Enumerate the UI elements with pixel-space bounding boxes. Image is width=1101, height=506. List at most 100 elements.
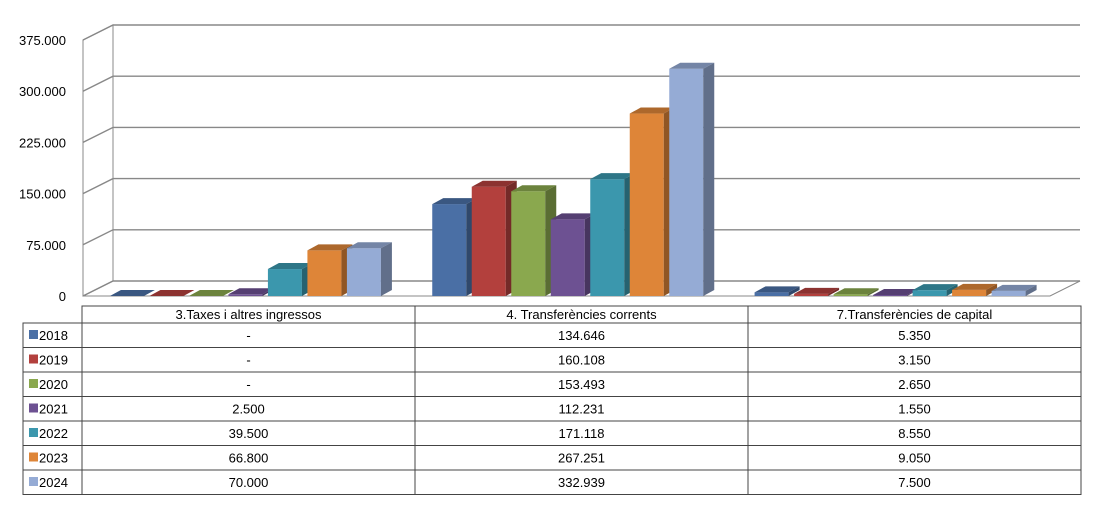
bar-front xyxy=(590,179,625,296)
data-label: 9.050 xyxy=(898,451,931,466)
bar-front xyxy=(873,294,908,296)
data-label: - xyxy=(246,353,250,368)
series-label: 2018 xyxy=(39,328,68,343)
bar xyxy=(432,198,478,296)
data-label: 134.646 xyxy=(558,328,605,343)
bar-front xyxy=(952,289,987,296)
bar-top xyxy=(228,288,274,295)
bar-side xyxy=(380,242,392,296)
bar-front xyxy=(912,290,947,296)
y-tick-label: 375.000 xyxy=(19,33,66,48)
bar-top xyxy=(952,283,998,290)
legend-key xyxy=(29,379,38,388)
series-label: 2019 xyxy=(39,353,68,368)
bar-front xyxy=(833,294,868,296)
data-label: 153.493 xyxy=(558,377,605,392)
bar-front xyxy=(754,292,789,296)
side-wall xyxy=(82,24,114,297)
bar xyxy=(590,173,636,296)
gridline xyxy=(82,126,1080,144)
data-label: 3.150 xyxy=(898,353,931,368)
legend-key xyxy=(29,477,38,486)
category-label: 7.Transferències de capital xyxy=(837,307,993,322)
bar-top xyxy=(754,286,800,293)
bar xyxy=(471,180,517,296)
bar xyxy=(629,107,675,297)
bar-side xyxy=(867,288,879,296)
data-label: 8.550 xyxy=(898,426,931,441)
data-label: 160.108 xyxy=(558,353,605,368)
bar-front xyxy=(629,113,664,297)
bar-front xyxy=(669,68,704,296)
data-label: 7.500 xyxy=(898,475,931,490)
gridline xyxy=(82,75,1080,92)
data-label: 39.500 xyxy=(229,426,269,441)
y-tick-label: 300.000 xyxy=(19,84,66,99)
bar xyxy=(267,263,313,296)
data-table: 3.Taxes i altres ingressos 4. Transferènc… xyxy=(22,305,1082,495)
series-label: 2022 xyxy=(39,426,68,441)
bar-front xyxy=(267,269,302,296)
bar-front xyxy=(432,204,467,296)
y-tick-label: 0 xyxy=(59,289,66,304)
data-label: 5.350 xyxy=(898,328,931,343)
bar-top xyxy=(873,288,919,295)
bar-top xyxy=(669,62,715,69)
legend-key xyxy=(29,403,38,413)
gridline xyxy=(82,177,1080,195)
bar xyxy=(550,213,596,296)
bar-top xyxy=(629,107,675,114)
legend-key xyxy=(29,330,38,339)
data-label: 2.500 xyxy=(232,402,265,417)
y-tick-label: 75.000 xyxy=(26,238,66,253)
bar-top xyxy=(307,244,353,251)
bar-top xyxy=(109,290,155,296)
gridlines xyxy=(82,24,1080,297)
y-axis: 0 75.000 150.000 225.000 300.000 375.000 xyxy=(19,33,66,304)
data-label: 332.939 xyxy=(558,475,605,490)
legend-key xyxy=(29,428,38,437)
data-label: 2.650 xyxy=(898,377,931,392)
series-label: 2023 xyxy=(39,451,68,466)
bar-top xyxy=(991,284,1037,291)
data-label: 1.550 xyxy=(898,402,931,417)
series-label: 2024 xyxy=(39,475,68,490)
bar-top xyxy=(590,173,636,180)
bar-front xyxy=(991,290,1026,296)
bar-front xyxy=(228,294,263,296)
bar-front xyxy=(471,186,506,296)
series-label: 2021 xyxy=(39,402,68,417)
bar-side xyxy=(788,286,800,296)
bar-top xyxy=(794,287,840,294)
bar xyxy=(149,290,195,296)
bar-top xyxy=(346,242,392,249)
legend-key xyxy=(29,452,38,462)
bar xyxy=(511,185,557,296)
category-label: 3.Taxes i altres ingressos xyxy=(176,307,322,322)
bar-side xyxy=(703,62,715,297)
data-label: - xyxy=(246,328,250,343)
bar-front xyxy=(307,250,342,296)
bar-side xyxy=(986,283,998,296)
data-label: 112.231 xyxy=(558,402,604,417)
bar-front xyxy=(550,219,585,296)
gridline xyxy=(82,280,1080,297)
bar-top xyxy=(511,185,557,192)
data-label: 66.800 xyxy=(229,451,269,466)
bar xyxy=(669,62,715,297)
bars xyxy=(109,62,1037,297)
bar-side xyxy=(828,287,840,296)
bar-top xyxy=(471,180,517,187)
bar xyxy=(109,290,155,296)
bar-side xyxy=(1025,284,1037,296)
bar xyxy=(991,284,1037,296)
bar xyxy=(754,286,800,296)
bar-top xyxy=(149,290,195,296)
bar-front xyxy=(346,248,381,296)
bar-top xyxy=(432,198,478,205)
bar xyxy=(346,242,392,296)
bar-front xyxy=(794,293,829,296)
bar-top xyxy=(833,288,879,295)
bar-top xyxy=(267,263,313,270)
